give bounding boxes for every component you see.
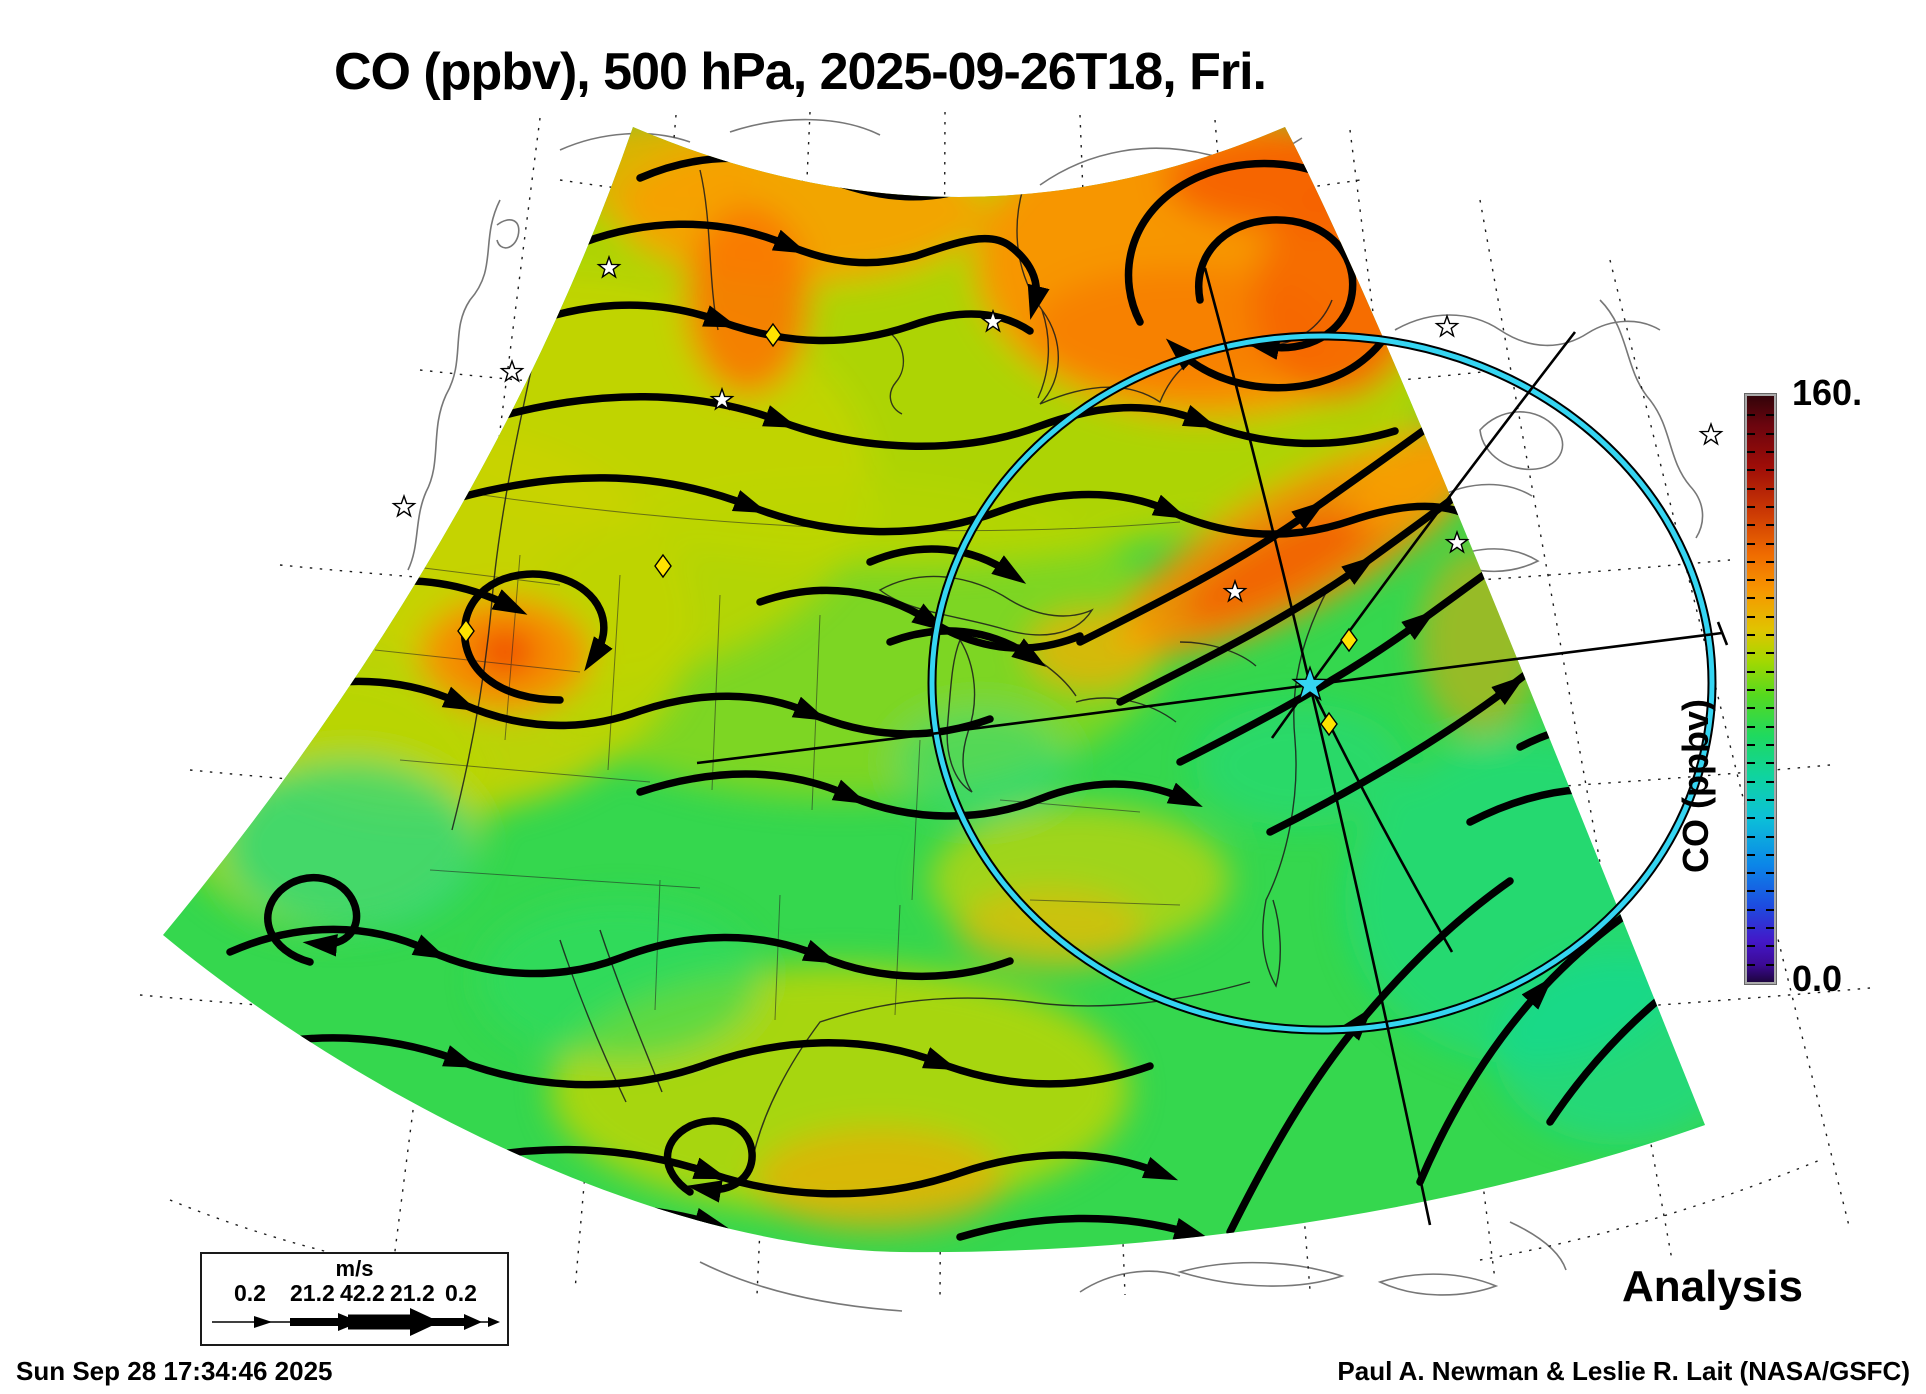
analysis-label: Analysis: [1622, 1262, 1803, 1311]
co-field: [163, 127, 1705, 1253]
station-star-marker: [1699, 423, 1723, 445]
colorbar-max-label: 160.: [1792, 372, 1863, 413]
range-circle: [927, 331, 1717, 1035]
state-borders: [329, 469, 1181, 1021]
station-star-marker: [392, 495, 416, 517]
wind-value-0: 0.2: [234, 1280, 266, 1306]
wind-value-4: 0.2: [445, 1280, 477, 1306]
wind-units-label: m/s: [335, 1256, 374, 1281]
colorbar: [1745, 394, 1776, 984]
station-star-marker: [1435, 315, 1459, 337]
colorbar-min-label: 0.0: [1792, 958, 1843, 999]
wind-speed-legend: m/s 0.2 21.2 42.2 21.2 0.2: [200, 1252, 509, 1346]
creation-timestamp: Sun Sep 28 17:34:46 2025: [16, 1356, 333, 1386]
credit-text: Paul A. Newman & Leslie R. Lait (NASA/GS…: [1337, 1356, 1910, 1386]
figure-title: CO (ppbv), 500 hPa, 2025-09-26T18, Fri.: [333, 43, 1267, 101]
wind-value-1: 21.2: [290, 1280, 335, 1306]
wind-value-2: 42.2: [340, 1280, 385, 1306]
wind-value-3: 21.2: [390, 1280, 435, 1306]
wind-arrow-scale: [212, 1308, 500, 1336]
station-star-marker: [500, 360, 524, 382]
colorbar-axis-label: CO (ppbv): [1675, 699, 1716, 873]
